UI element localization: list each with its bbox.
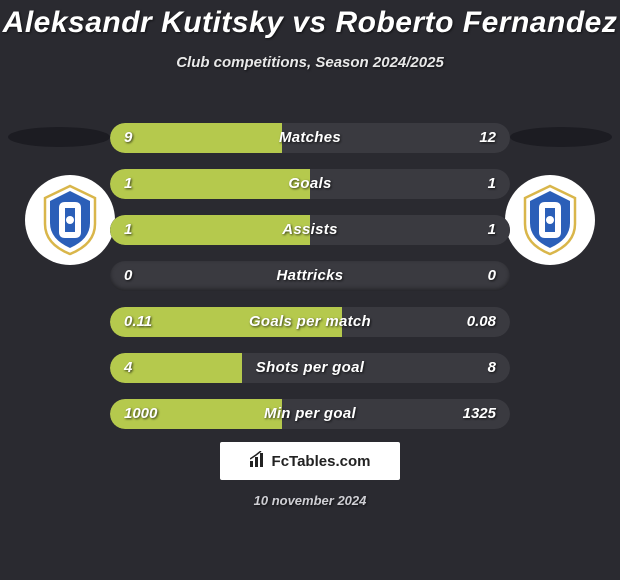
stat-row: 48Shots per goal: [110, 353, 510, 383]
stat-row: 0.110.08Goals per match: [110, 307, 510, 337]
club-badge-right: [505, 175, 595, 265]
comparison-title: Aleksandr Kutitsky vs Roberto Fernandez: [0, 0, 620, 40]
stat-label: Hattricks: [110, 261, 510, 291]
stat-row: 11Assists: [110, 215, 510, 245]
stat-row: 00Hattricks: [110, 261, 510, 291]
source-badge: FcTables.com: [220, 442, 400, 480]
club-badge-left: [25, 175, 115, 265]
stats-container: 912Matches 11Goals 11Assists 00Hattricks 0.1…: [110, 123, 510, 445]
stat-row: 10001325Min per goal: [110, 399, 510, 429]
stat-label: Matches: [110, 123, 510, 153]
stat-label: Shots per goal: [110, 353, 510, 383]
stat-label: Assists: [110, 215, 510, 245]
stat-row: 912Matches: [110, 123, 510, 153]
club-crest-icon: [41, 184, 99, 256]
player-left-shadow: [8, 127, 110, 147]
player-right-shadow: [510, 127, 612, 147]
stat-label: Min per goal: [110, 399, 510, 429]
stat-label: Goals: [110, 169, 510, 199]
source-name: FcTables.com: [272, 453, 371, 470]
stat-label: Goals per match: [110, 307, 510, 337]
stat-row: 11Goals: [110, 169, 510, 199]
chart-icon: [250, 451, 268, 472]
club-crest-icon: [521, 184, 579, 256]
comparison-subtitle: Club competitions, Season 2024/2025: [0, 54, 620, 71]
comparison-date: 10 november 2024: [0, 493, 620, 508]
